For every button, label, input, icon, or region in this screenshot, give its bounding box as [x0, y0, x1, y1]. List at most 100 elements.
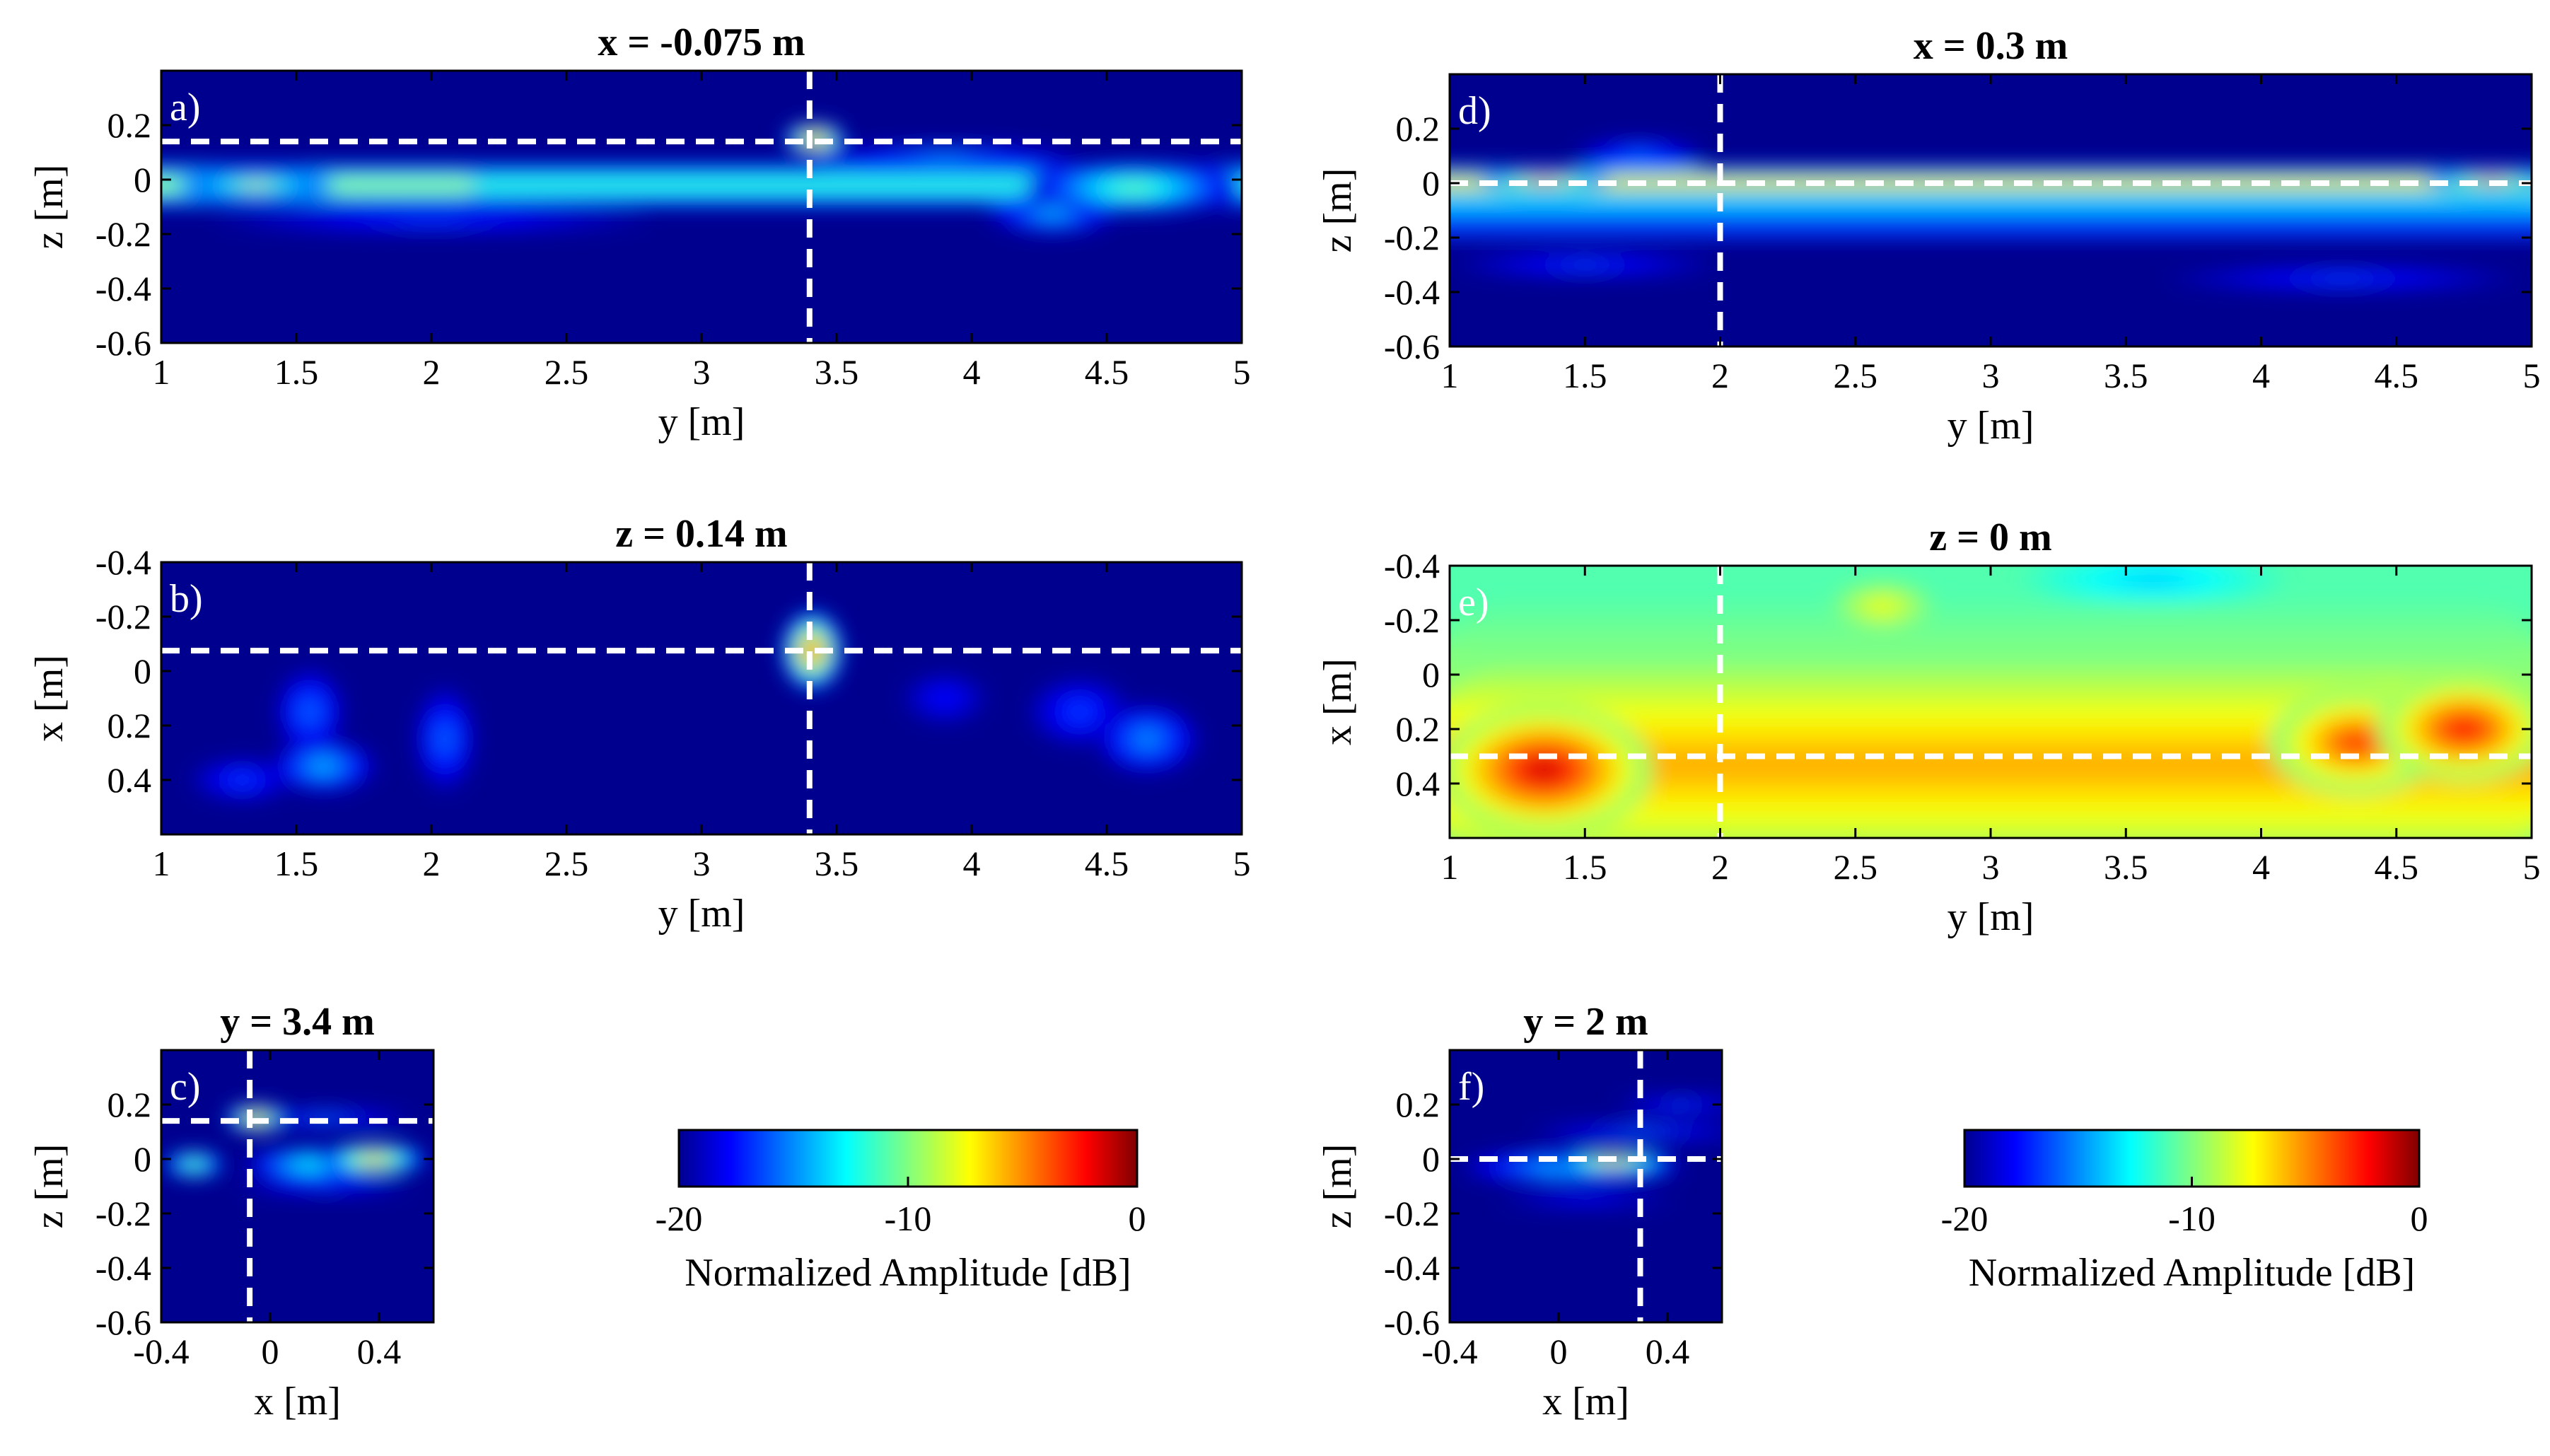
y-tick-label: -0.2	[1384, 600, 1440, 640]
heatmap-blob	[1563, 262, 1607, 268]
panel-title: x = 0.3 m	[1914, 24, 2068, 68]
colorbar-label: Normalized Amplitude [dB]	[1969, 1251, 2415, 1295]
panel-title: y = 2 m	[1523, 1000, 1648, 1044]
y-tick-label: -0.2	[95, 214, 151, 254]
x-tick-label: 0.4	[357, 1332, 402, 1371]
heatmap-e	[1450, 566, 2532, 838]
x-tick-label: 3.5	[815, 352, 859, 392]
y-tick-label: 0	[134, 1139, 151, 1179]
x-tick-label: 0	[262, 1332, 279, 1371]
y-tick-label: -0.4	[95, 542, 151, 582]
y-tick-label: 0	[1422, 163, 1440, 203]
x-tick-label: 4.5	[1085, 844, 1129, 883]
heatmap-blob	[439, 730, 450, 748]
y-tick-label: 0.2	[1396, 109, 1440, 148]
x-tick-label: -0.4	[1421, 1332, 1477, 1371]
colorbar-tick-label: -10	[885, 1199, 932, 1238]
y-tick-label: 0.2	[1396, 709, 1440, 749]
y-tick-label: -0.4	[1384, 546, 1440, 586]
x-tick-label: 3	[693, 844, 711, 883]
heatmap-blob	[1042, 209, 1064, 216]
colorbar-tick-label: -20	[1941, 1199, 1989, 1238]
panel-d: 1 1.5 2 2.5 3 3.5 4 4.5 5 0.2 0 -0.2 -0.4 -0.6 x = 0.3…	[1316, 24, 2541, 448]
x-tick-label: 4	[2252, 356, 2270, 395]
y-axis-label: z [m]	[28, 165, 71, 250]
heatmap-blob	[1628, 153, 1650, 159]
y-axis-label: z [m]	[1316, 168, 1360, 253]
heatmap-b	[161, 562, 1242, 834]
x-tick-label: 2.5	[1834, 847, 1878, 887]
y-tick-label: 0	[1422, 1139, 1440, 1179]
colorbar-cb2: -20 -10 0 Normalized Amplitude [dB]	[1941, 1129, 2428, 1295]
panel-tag: d)	[1458, 89, 1491, 133]
heatmap-blob	[1670, 1102, 1692, 1107]
heatmap-band	[1450, 224, 2532, 229]
x-tick-label: 5	[2523, 847, 2541, 887]
heatmap-blob	[243, 182, 269, 188]
x-tick-label: 2	[1711, 847, 1729, 887]
colorbar-tick-label: -10	[2168, 1199, 2216, 1238]
x-tick-label: 5	[1233, 352, 1251, 392]
y-tick-label: -0.2	[95, 597, 151, 636]
x-tick-label: 1.5	[274, 844, 319, 883]
colorbar-label: Normalized Amplitude [dB]	[685, 1251, 1131, 1295]
heatmap-blob	[1115, 183, 1152, 192]
y-tick-label: -0.2	[95, 1194, 151, 1233]
x-tick-label: 5	[2523, 356, 2541, 395]
x-tick-label: 3.5	[2104, 356, 2148, 395]
heatmap-blob	[233, 776, 251, 784]
colorbar-cb1: -20 -10 0 Normalized Amplitude [dB]	[656, 1129, 1146, 1295]
x-tick-label: 1	[153, 352, 170, 392]
heatmap-blob	[395, 217, 467, 223]
y-tick-label: -0.2	[1384, 1194, 1440, 1233]
panel-e: 1 1.5 2 2.5 3 3.5 4 4.5 5 -0.4 -0.2 0 0.2 0.4 z = 0 m e…	[1316, 516, 2541, 939]
x-tick-label: 2	[423, 352, 441, 392]
panel-title: x = -0.075 m	[598, 21, 805, 64]
panel-f: -0.4 0 0.40.20-0.2-0.4-0.6y = 2 mf)x [m]z …	[1316, 1000, 1723, 1423]
heatmap-background	[1450, 1050, 1722, 1322]
y-axis-label: x [m]	[28, 655, 71, 742]
panel-title: z = 0 m	[1929, 516, 2051, 559]
heatmap-blob	[2131, 574, 2175, 585]
x-tick-label: 1.5	[1563, 847, 1607, 887]
y-axis-label: x [m]	[1316, 658, 1360, 745]
panel-tag: f)	[1458, 1065, 1484, 1109]
y-tick-label: 0	[1422, 655, 1440, 694]
x-tick-label: 4	[963, 352, 981, 392]
panel-a: 1 1.5 2 2.5 3 3.5 4 4.5 5 0.2 0 -0.2 -0.4 -0.6 x = -0.…	[28, 21, 1251, 444]
y-tick-label: 0	[134, 160, 151, 199]
y-tick-label: -0.4	[1384, 272, 1440, 312]
x-axis-label: y [m]	[658, 400, 745, 444]
heatmap-blob	[300, 1161, 322, 1167]
colorbar-tick-label: 0	[1129, 1199, 1146, 1238]
x-tick-label: 4	[2252, 847, 2270, 887]
x-tick-label: 2	[423, 844, 441, 883]
x-tick-label: -0.4	[133, 1332, 189, 1371]
heatmap-a	[161, 71, 1242, 343]
heatmap-blob	[2313, 275, 2372, 281]
heatmap-band	[1450, 202, 2532, 209]
x-tick-label: 1	[1441, 356, 1459, 395]
y-tick-label: 0.4	[1396, 764, 1440, 803]
y-tick-label: 0	[134, 651, 151, 691]
axes-frame	[1448, 1049, 1723, 1324]
heatmap-blob	[2341, 733, 2370, 752]
y-tick-label: -0.6	[95, 1303, 151, 1342]
heatmap-blob	[314, 762, 332, 771]
x-axis-label: x [m]	[1542, 1380, 1629, 1423]
y-tick-label: -0.2	[1384, 218, 1440, 257]
panel-title: y = 3.4 m	[220, 1000, 375, 1044]
y-tick-label: 0.2	[107, 1085, 152, 1124]
x-tick-label: 2	[1711, 356, 1729, 395]
heatmap-blob	[1071, 706, 1089, 718]
heatmap-blob	[937, 694, 952, 703]
x-tick-label: 3	[693, 352, 711, 392]
heatmap-c	[161, 1050, 433, 1322]
heatmap-blob	[1139, 733, 1156, 745]
y-tick-label: -0.6	[95, 323, 151, 363]
heatmap-blob	[1622, 1129, 1659, 1135]
y-axis-label: z [m]	[28, 1144, 71, 1229]
heatmap-blob	[2449, 720, 2479, 738]
y-tick-label: -0.4	[95, 1248, 151, 1288]
x-tick-label: 2.5	[545, 352, 589, 392]
